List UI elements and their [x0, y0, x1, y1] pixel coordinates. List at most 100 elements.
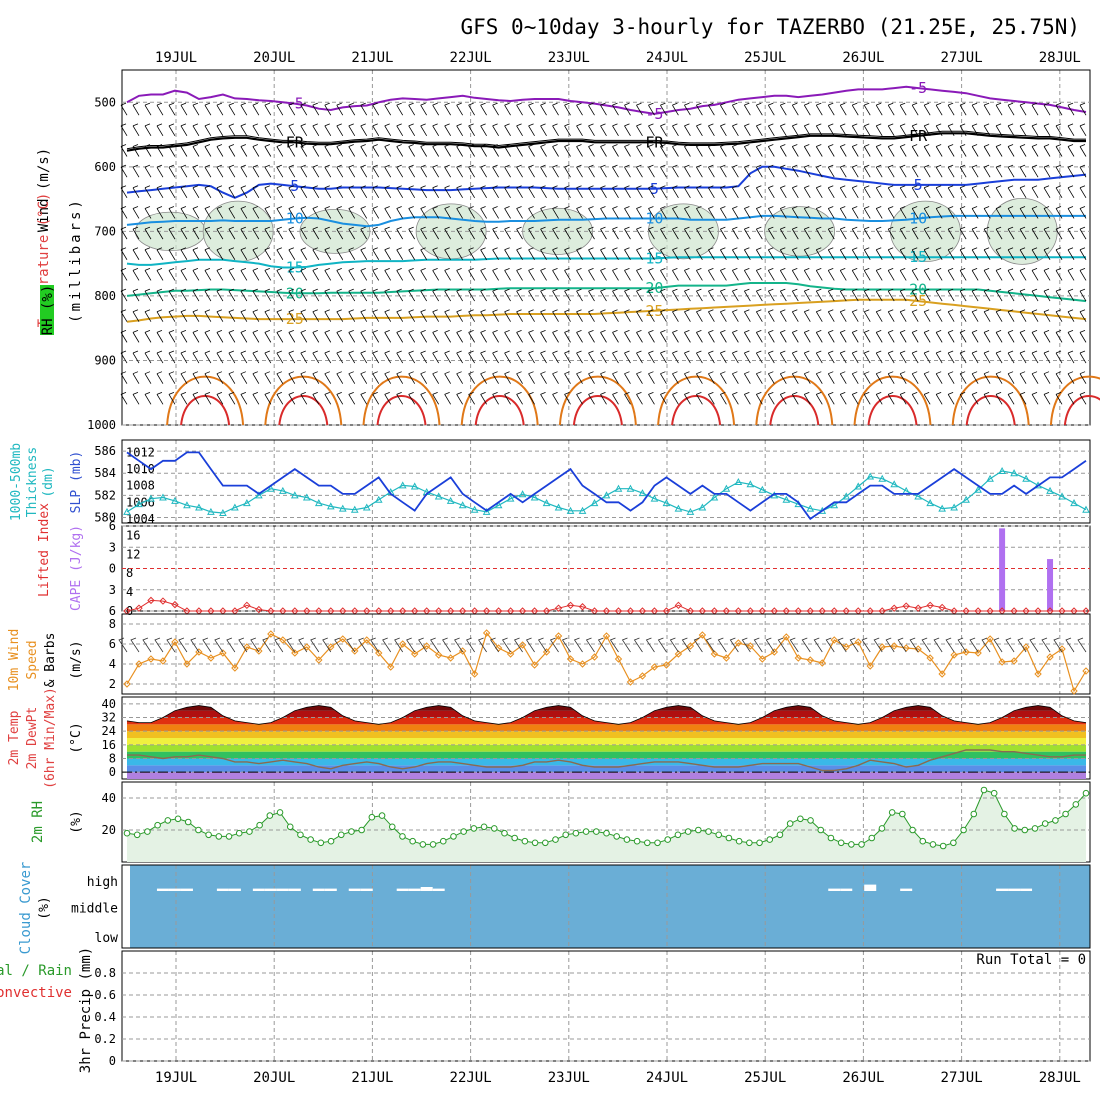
wind-speed-line-point: [339, 635, 347, 643]
rh-line-point: [603, 829, 610, 837]
wind-barb: [372, 185, 380, 199]
wind-barb: [851, 206, 859, 219]
wind-barb: [732, 185, 739, 199]
wind-barb: [899, 144, 907, 157]
wind-barb: [672, 268, 679, 281]
wind-barb: [839, 288, 847, 302]
contour-label: 5: [650, 180, 659, 198]
wind-barb: [887, 350, 895, 364]
contour-label: 20: [286, 284, 304, 302]
wind10-barb: [442, 637, 451, 653]
wind-barb: [744, 247, 751, 260]
wind-barb: [456, 247, 463, 260]
wind-barb: [1007, 226, 1015, 240]
contour-30-loop: [460, 375, 539, 426]
wind-barb: [396, 268, 404, 281]
wind-barb: [863, 123, 871, 137]
wind-barb: [911, 144, 919, 157]
wind-barb: [132, 226, 140, 240]
wind-barb: [983, 185, 991, 199]
wind-barb: [372, 268, 380, 281]
slp-tick-label: 1010: [126, 462, 155, 476]
wind-barb: [552, 164, 559, 178]
wind-barb: [444, 206, 452, 219]
rh-line-point: [664, 836, 672, 843]
wind-barb: [696, 102, 703, 116]
wind-barb: [408, 206, 416, 219]
wind-barb: [995, 144, 1003, 157]
slp-tick-label: 1008: [126, 479, 155, 493]
wind-barb: [360, 144, 368, 157]
wind-barb: [1019, 144, 1027, 157]
cloud-high-bar: [840, 888, 853, 891]
contour-35-loop: [278, 395, 329, 426]
wind-barb: [300, 123, 308, 137]
wind-barb: [636, 330, 643, 343]
wind-barb: [947, 309, 955, 322]
wind-barb: [180, 309, 188, 322]
wind-barb: [216, 144, 224, 157]
lifted-index-line-point: [243, 601, 251, 610]
wind10-barb: [597, 637, 607, 653]
wind-speed-line-point: [542, 648, 551, 656]
wind-barb: [708, 123, 715, 137]
rh-line-point: [929, 841, 937, 848]
wind-barb: [228, 102, 236, 116]
wind-barb: [588, 391, 595, 405]
thickness-line-point: [998, 466, 1006, 474]
wind-barb: [1055, 123, 1063, 137]
wind-barb: [839, 226, 847, 240]
wind-barb: [815, 391, 823, 405]
wind-speed-line-point: [494, 644, 503, 652]
wind-barb: [648, 350, 655, 364]
wind-barb: [779, 123, 787, 137]
cloud-high-bar: [996, 888, 1009, 891]
rh-line-point: [562, 831, 569, 839]
wind-barb: [492, 226, 499, 240]
wind10-barb: [1053, 637, 1063, 653]
tick-label: 0.4: [94, 1010, 116, 1024]
wind-speed-line-point: [770, 648, 779, 656]
thickness-line-point: [1010, 469, 1018, 477]
wind-barb: [552, 288, 559, 302]
wind-barb: [636, 164, 643, 178]
wind-barb: [803, 391, 811, 405]
wind-barb: [1055, 330, 1063, 343]
wind-barb: [468, 330, 475, 343]
wind-barb: [396, 185, 404, 199]
wind-barb: [372, 309, 380, 322]
wind-barb: [935, 350, 943, 364]
thickness-line-point: [566, 506, 575, 514]
wind10-barb: [190, 637, 200, 653]
wind-barb: [456, 102, 463, 116]
wind-barb: [216, 185, 224, 199]
wind-barb: [384, 309, 392, 322]
label-temp2-3: (6hr Min/Max): [43, 687, 58, 789]
wind-barb: [372, 247, 380, 260]
wind-barb: [324, 102, 332, 116]
wind-barb: [708, 144, 715, 157]
wind-barb: [983, 247, 991, 260]
wind-barb: [552, 226, 559, 240]
wind-barb: [180, 123, 188, 137]
wind-barb: [612, 330, 619, 343]
wind-barb: [420, 144, 428, 157]
wind10-barb: [981, 637, 991, 653]
wind-barb: [372, 371, 380, 384]
wind-barb: [456, 164, 463, 178]
wind-barb: [1067, 309, 1075, 322]
wind-barb: [755, 206, 763, 219]
wind-barb: [767, 371, 775, 384]
wind-barb: [1031, 144, 1039, 157]
wind-barb: [504, 247, 511, 260]
wind-speed-line-point: [159, 657, 167, 665]
rh-line-point: [490, 825, 498, 832]
wind-barb: [240, 330, 248, 343]
wind-barb: [612, 185, 619, 199]
wind-barb: [911, 268, 919, 281]
tick-label: 8: [109, 752, 116, 766]
wind-barb: [456, 185, 463, 199]
wind-barb: [839, 309, 847, 322]
date-label-bottom: 21JUL: [351, 1070, 393, 1086]
wind-barb: [624, 309, 631, 322]
